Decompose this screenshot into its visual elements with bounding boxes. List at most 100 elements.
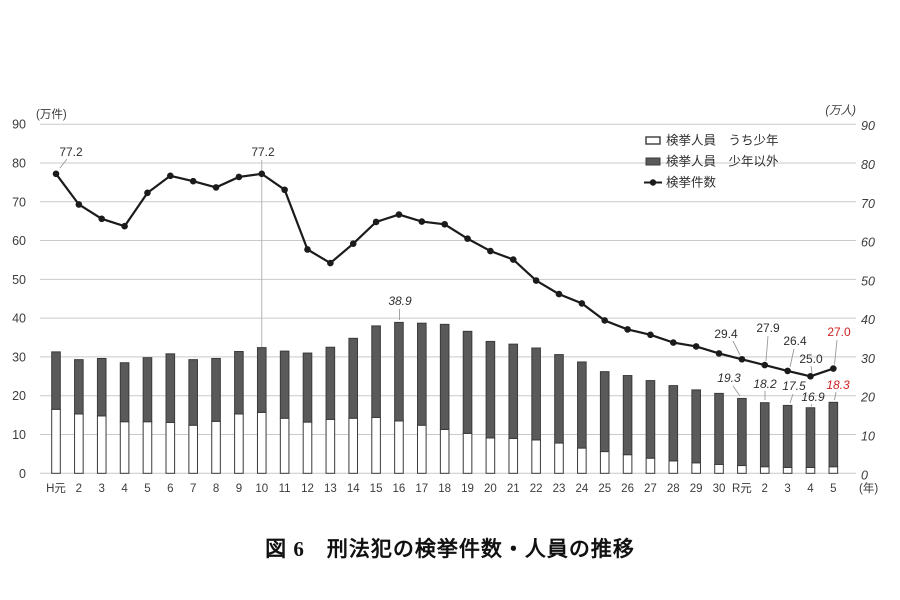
bar-adult-segment: [394, 321, 404, 422]
x-tick-label: 3: [784, 483, 790, 495]
cases-point: [144, 189, 151, 197]
bar-juvenile-segment: [645, 457, 656, 474]
legend-open-bar-icon: [645, 136, 661, 145]
annotation-value-label: 77.2: [251, 145, 275, 159]
cases-point: [532, 277, 540, 284]
cases-point: [761, 361, 769, 369]
cases-point: [281, 186, 288, 194]
bar-juvenile-segment: [394, 420, 404, 474]
bar-adult-segment: [119, 362, 130, 423]
crime-trend-chart: 0 0 10 10 20 20 30 30 40 40 50 50 60 60 70 70 80 80 90 90 (万…: [12, 104, 878, 495]
cases-point: [715, 350, 723, 357]
bar-juvenile-segment: [302, 421, 313, 474]
x-tick-label: 23: [553, 483, 566, 495]
bar-adult-segment: [714, 392, 724, 465]
bar-juvenile-segment: [439, 428, 450, 474]
y-tick-label-left: 90: [12, 118, 26, 132]
y-tick-label-right: 70: [861, 197, 875, 211]
bar-juvenile-segment: [828, 466, 839, 474]
annotation-leader-line: [732, 385, 741, 397]
bar-juvenile-segment: [714, 463, 724, 474]
bar-adult-segment: [96, 357, 107, 417]
cases-point: [830, 365, 837, 372]
cases-point: [578, 300, 586, 307]
x-tick-label: 14: [347, 483, 360, 495]
x-tick-label: 8: [213, 483, 219, 495]
bar-adult-segment: [74, 359, 84, 415]
bar-adult-segment: [256, 347, 267, 413]
annotation-value-label: 26.4: [783, 334, 807, 348]
cases-point: [647, 331, 654, 339]
annotation-value-label: 17.5: [782, 379, 806, 393]
x-tick-label: 18: [438, 483, 451, 495]
x-tick-label: 19: [461, 483, 474, 495]
x-tick-label: 2: [762, 483, 768, 495]
bar-adult-segment: [599, 371, 610, 453]
annotation-value-label: 27.9: [756, 321, 780, 335]
bar-adult-segment: [51, 351, 61, 410]
cases-point: [327, 259, 334, 267]
cases-point: [692, 343, 700, 350]
bar-adult-segment: [554, 354, 564, 444]
cases-point: [212, 184, 220, 191]
bar-juvenile-segment: [599, 451, 610, 474]
x-tick-label: 9: [236, 483, 242, 495]
bar-adult-segment: [531, 347, 541, 441]
bar-juvenile-segment: [417, 424, 427, 474]
cases-point: [464, 235, 471, 242]
annotation-value-label: 77.2: [59, 145, 83, 159]
bar-juvenile-segment: [371, 416, 381, 474]
bar-juvenile-segment: [74, 413, 84, 474]
x-tick-label: 21: [507, 483, 520, 495]
annotation-leader-line: [810, 403, 813, 407]
bar-adult-segment: [782, 404, 793, 468]
y-tick-label-left: 0: [19, 467, 26, 481]
bar-juvenile-segment: [737, 465, 747, 474]
legend-label: 検挙人員 うち少年: [666, 134, 779, 148]
bar-juvenile-segment: [142, 421, 153, 474]
bar-adult-segment: [691, 389, 701, 464]
cases-point: [75, 201, 83, 208]
cases-point: [738, 355, 746, 363]
x-tick-label: 28: [667, 483, 680, 495]
bar-adult-segment: [142, 357, 153, 423]
bar-adult-segment: [348, 337, 359, 419]
bar-juvenile-segment: [256, 411, 267, 474]
bar-adult-segment: [188, 359, 198, 426]
bar-adult-segment: [668, 385, 679, 462]
bar-juvenile-segment: [622, 454, 633, 474]
annotation-value-label: 38.9: [388, 294, 412, 308]
bar-adult-segment: [577, 361, 587, 449]
bar-juvenile-segment: [325, 418, 336, 474]
y-tick-label-right: 50: [861, 274, 875, 288]
left-axis-unit-label: (万件): [36, 107, 67, 121]
legend-filled-bar-icon: [645, 157, 661, 166]
annotation-value-label: 16.9: [801, 390, 825, 404]
bar-adult-segment: [508, 343, 519, 439]
bar-juvenile-segment: [234, 413, 244, 474]
y-tick-label-left: 80: [12, 156, 26, 170]
x-tick-label: 2: [76, 483, 82, 495]
y-tick-label-right: 80: [861, 158, 875, 172]
y-tick-label-right: 20: [860, 391, 875, 405]
annotation-leader-line: [834, 391, 837, 401]
annotation-leader-line: [789, 348, 795, 368]
bar-adult-segment: [371, 325, 381, 418]
x-tick-label: 3: [99, 483, 105, 495]
bar-juvenile-segment: [554, 442, 564, 474]
x-tick-label: 5: [144, 483, 150, 495]
bar-juvenile-segment: [531, 439, 541, 474]
bar-adult-segment: [279, 350, 290, 419]
legend-label: 検挙件数: [666, 175, 717, 190]
bar-juvenile-segment: [188, 424, 198, 474]
y-tick-label-left: 20: [12, 389, 26, 403]
annotation-value-label: 27.0: [827, 325, 851, 339]
annotation-leader-line: [834, 339, 838, 365]
cases-point: [807, 373, 814, 380]
bar-adult-segment: [759, 402, 770, 468]
y-tick-label-left: 40: [12, 312, 26, 326]
bar-adult-segment: [805, 407, 816, 468]
cases-point: [418, 218, 426, 225]
y-tick-label-left: 60: [12, 234, 26, 248]
cases-point: [487, 247, 494, 255]
